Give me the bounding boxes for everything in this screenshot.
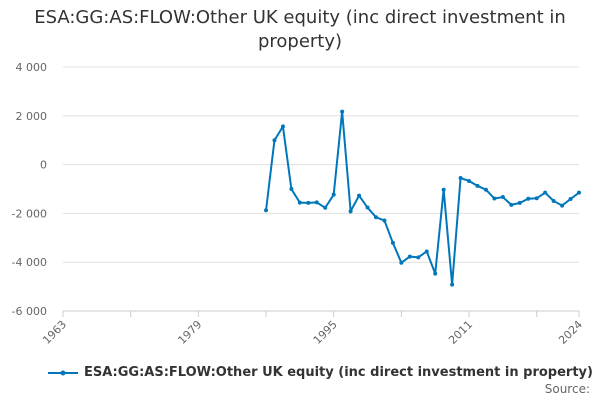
data-point: [568, 197, 573, 202]
data-point: [348, 209, 353, 214]
legend-label: ESA:GG:AS:FLOW:Other UK equity (inc dire…: [84, 365, 593, 380]
data-point: [551, 198, 556, 203]
data-point: [543, 190, 548, 195]
data-point: [297, 200, 302, 205]
data-point: [306, 200, 311, 205]
data-point: [458, 176, 463, 181]
data-point: [509, 202, 514, 207]
data-point: [534, 196, 539, 201]
data-point: [467, 178, 472, 183]
data-point: [289, 187, 294, 191]
legend-item[interactable]: ESA:GG:AS:FLOW:Other UK equity (inc dire…: [48, 365, 593, 380]
x-tick-label: 1979: [175, 318, 204, 347]
y-tick-label: 4 000: [16, 61, 48, 74]
data-point: [323, 205, 328, 210]
data-point: [365, 205, 370, 210]
x-tick-label: 1995: [311, 318, 340, 347]
data-point: [314, 200, 319, 205]
data-point: [382, 218, 387, 223]
x-tick-label: 2011: [446, 318, 475, 347]
data-point: [416, 255, 421, 260]
data-point: [441, 187, 446, 192]
data-point: [517, 200, 522, 205]
data-point: [399, 260, 404, 265]
legend-line-icon: [48, 370, 78, 375]
y-tick-label: 2 000: [16, 110, 48, 123]
chart-title: ESA:GG:AS:FLOW:Other UK equity (inc dire…: [34, 7, 566, 52]
data-point: [475, 183, 480, 188]
data-point: [340, 109, 345, 114]
data-point: [357, 193, 362, 198]
y-tick-label: -2 000: [12, 207, 47, 220]
x-tick-label: 2024: [556, 318, 585, 347]
data-point: [272, 138, 277, 143]
data-point: [264, 208, 269, 213]
data-point: [433, 271, 438, 276]
data-point: [390, 240, 395, 245]
data-point: [280, 124, 285, 129]
data-point: [407, 254, 412, 259]
x-tick-label: 1963: [40, 318, 69, 347]
data-point: [577, 190, 581, 195]
data-point: [450, 282, 455, 287]
data-point: [331, 192, 336, 197]
y-tick-label: 0: [40, 159, 47, 172]
data-point: [500, 195, 505, 200]
data-point: [526, 196, 531, 201]
data-point: [373, 215, 378, 220]
source-label: Source:: [544, 382, 590, 396]
y-tick-label: -6 000: [12, 305, 47, 318]
y-tick-label: -4 000: [12, 256, 47, 269]
data-point: [492, 196, 497, 201]
data-point: [483, 187, 488, 192]
data-point: [424, 249, 429, 254]
data-point: [560, 203, 565, 208]
series-line: [265, 111, 580, 285]
